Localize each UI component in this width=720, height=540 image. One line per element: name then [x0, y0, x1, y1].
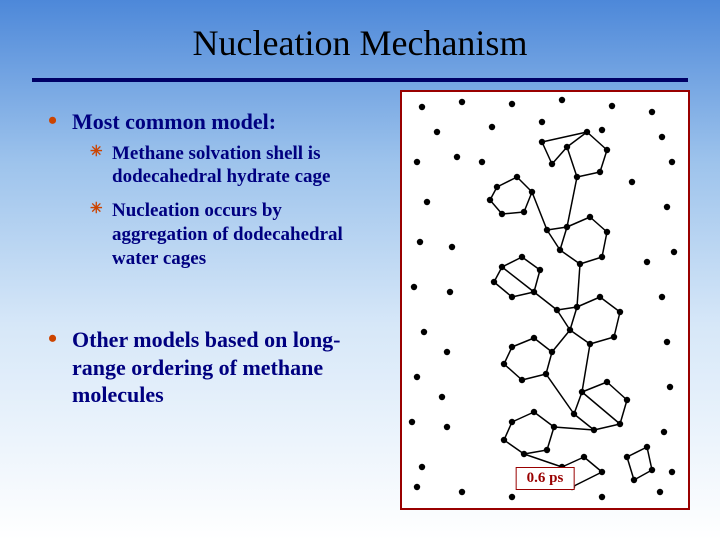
diagram-svg [402, 92, 688, 508]
diagram-edges [490, 132, 652, 487]
spacer [48, 280, 378, 326]
sub-bullet-1b: Nucleation occurs by aggregation of dode… [90, 199, 378, 270]
content-area: Most common model: Methane solvation she… [48, 108, 378, 417]
bullet-1: Most common model: Methane solvation she… [48, 108, 378, 270]
molecular-diagram: 0.6 ps [400, 90, 690, 510]
slide: Nucleation Mechanism Most common model: … [0, 0, 720, 540]
bullet-1-text: Most common model: [72, 109, 276, 134]
bullet-list: Most common model: Methane solvation she… [48, 108, 378, 270]
title-underline [32, 78, 688, 82]
sub-bullet-1a: Methane solvation shell is dodecahedral … [90, 142, 378, 190]
slide-title: Nucleation Mechanism [0, 0, 720, 64]
sub-bullet-list-1: Methane solvation shell is dodecahedral … [90, 142, 378, 271]
bullet-list-2: Other models based on long-range orderin… [48, 326, 378, 409]
bullet-2: Other models based on long-range orderin… [48, 326, 378, 409]
timestep-label: 0.6 ps [516, 467, 575, 490]
